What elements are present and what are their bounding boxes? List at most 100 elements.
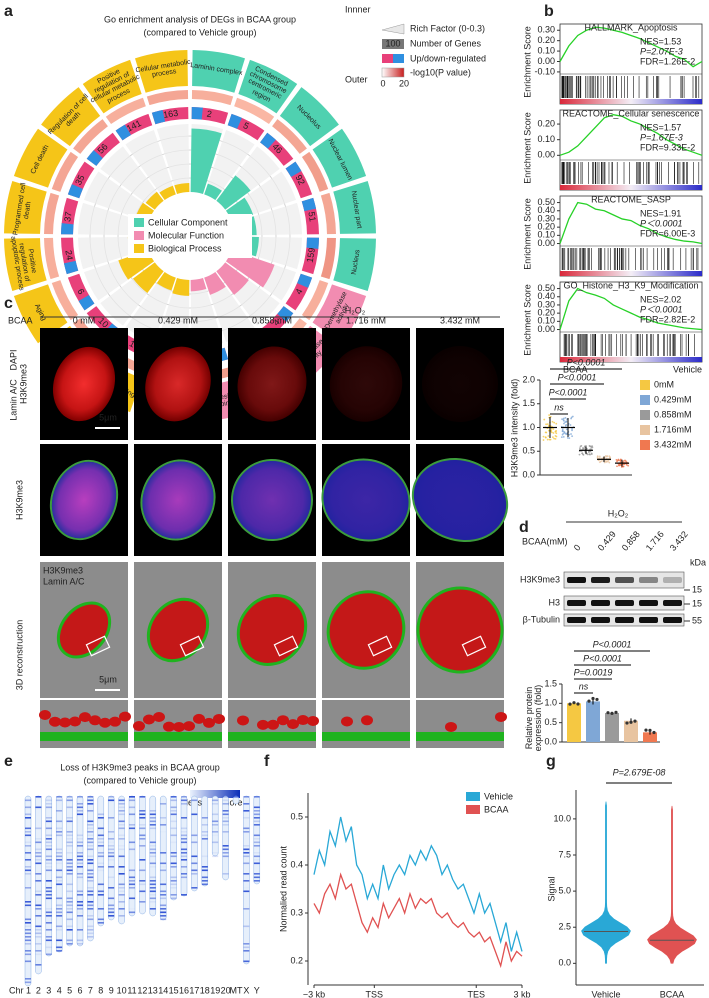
- center-legend-box: [128, 214, 252, 258]
- peak-band: [87, 824, 94, 826]
- peak-band: [160, 880, 166, 882]
- chromosome-label: 12: [137, 985, 147, 995]
- band: [639, 577, 658, 583]
- legend-swatch: [640, 440, 650, 450]
- dot: [625, 721, 629, 725]
- peak-band: [253, 876, 260, 879]
- peak-band: [56, 799, 63, 802]
- peak-band: [253, 841, 260, 844]
- peak-band: [77, 894, 83, 896]
- chromosome: [35, 795, 42, 975]
- profile-line: [313, 816, 523, 952]
- lane-label: 0.858: [620, 529, 642, 553]
- peak-band: [25, 929, 31, 931]
- dot: [601, 460, 603, 462]
- plot-title: HALLMARK_Apoptosis: [584, 22, 678, 32]
- pvalue-cell: [105, 97, 146, 125]
- dot: [563, 422, 565, 425]
- chromosome: [201, 795, 209, 887]
- peak-band: [212, 831, 219, 833]
- peak-band: [149, 820, 156, 823]
- peak-band: [243, 803, 250, 805]
- zoom-blob: [109, 716, 121, 727]
- zoom-blob: [495, 711, 507, 722]
- recon-box: [85, 635, 111, 657]
- rich-bar: [174, 182, 190, 194]
- peak-band: [222, 810, 229, 812]
- dot: [554, 437, 557, 440]
- peak-band: [66, 806, 73, 809]
- pvalue-cell: [191, 90, 234, 106]
- peak-band: [119, 845, 125, 847]
- peak-band: [253, 855, 260, 858]
- nes: NES=2.02: [640, 294, 681, 304]
- legend-up: [382, 54, 393, 63]
- peak-band: [191, 813, 198, 816]
- pvalue-cell: [146, 90, 189, 106]
- y-tick-label: 5.0: [558, 885, 571, 895]
- peak-band: [66, 841, 73, 844]
- peak-band: [243, 943, 250, 945]
- peak-band: [149, 855, 156, 858]
- chromosome: [55, 795, 63, 953]
- peak-band: [35, 838, 42, 840]
- peak-band: [77, 939, 83, 942]
- rich-bar: [132, 262, 164, 294]
- legend-swatch: [134, 218, 144, 227]
- zoom-blob: [119, 711, 131, 722]
- peak-band: [45, 820, 52, 823]
- peak-band: [45, 880, 52, 882]
- y-tick-label: 0.0: [544, 736, 557, 746]
- peak-band: [77, 904, 83, 907]
- peak-band: [222, 820, 229, 823]
- peak-band: [45, 939, 52, 942]
- peak-band: [181, 831, 187, 833]
- peak-band: [160, 824, 167, 826]
- peak-band: [171, 842, 177, 844]
- peak-band: [25, 834, 31, 837]
- dot: [591, 696, 595, 701]
- dot: [614, 710, 618, 714]
- peak-band: [97, 862, 104, 865]
- peak-band: [56, 855, 63, 858]
- gene-count: 159: [305, 247, 317, 263]
- peak-band: [35, 862, 42, 865]
- peak-band: [160, 883, 167, 886]
- dot: [560, 436, 563, 439]
- peak-band: [181, 799, 187, 802]
- peak-band: [87, 908, 94, 910]
- peak-band: [181, 796, 187, 798]
- peak-band: [25, 978, 31, 980]
- marker-label: 15: [692, 584, 702, 594]
- recon-box: [273, 635, 299, 657]
- panel-label: e: [4, 753, 13, 770]
- peak-band: [170, 876, 177, 879]
- zoom-blob: [183, 721, 195, 732]
- peak-band: [149, 817, 156, 819]
- y-tick-label: 0.10: [537, 230, 555, 240]
- dot: [652, 730, 656, 735]
- peak-band: [25, 827, 31, 830]
- gene-count-cell-down: [260, 132, 276, 149]
- pvalue-cell: [234, 97, 275, 125]
- peak-band: [191, 869, 198, 872]
- nucleus-h3k9: [52, 346, 116, 422]
- peak-band: [35, 908, 42, 910]
- dot: [555, 432, 558, 435]
- peak-band: [35, 827, 42, 830]
- peak-band: [35, 855, 42, 858]
- sector-label-band: [333, 180, 376, 234]
- chromosome-label: 11: [127, 985, 136, 995]
- sector-label: Positive regulation of apoptotic process: [9, 236, 37, 291]
- rank-bar: [560, 357, 702, 362]
- peak-band: [149, 894, 156, 896]
- peak-band: [45, 799, 52, 802]
- chromosome-label: 19: [210, 985, 220, 995]
- peak-band: [253, 824, 260, 826]
- peak-band: [212, 799, 219, 802]
- x-tick-label: TSS: [366, 989, 384, 998]
- peak-band: [253, 806, 260, 809]
- peak-band: [118, 848, 125, 851]
- zoom-blob: [257, 719, 269, 730]
- zoom-blob: [143, 714, 155, 725]
